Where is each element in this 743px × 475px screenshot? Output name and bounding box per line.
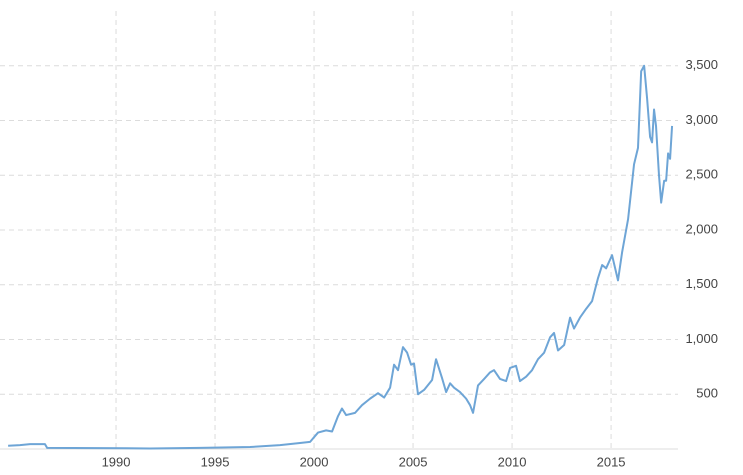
y-tick-label: 500	[696, 386, 718, 401]
y-tick-label: 1,500	[685, 276, 718, 291]
x-tick-label: 2005	[399, 454, 428, 469]
y-tick-label: 1,000	[685, 331, 718, 346]
y-tick-label: 3,500	[685, 57, 718, 72]
y-tick-label: 3,000	[685, 112, 718, 127]
x-tick-label: 1995	[201, 454, 230, 469]
y-tick-label: 2,000	[685, 221, 718, 236]
line-series	[8, 64, 674, 450]
x-tick-label: 2015	[597, 454, 626, 469]
x-tick-label: 2010	[498, 454, 527, 469]
x-tick-label: 1990	[102, 454, 131, 469]
y-tick-label: 2,500	[685, 167, 718, 182]
x-tick-label: 2000	[300, 454, 329, 469]
